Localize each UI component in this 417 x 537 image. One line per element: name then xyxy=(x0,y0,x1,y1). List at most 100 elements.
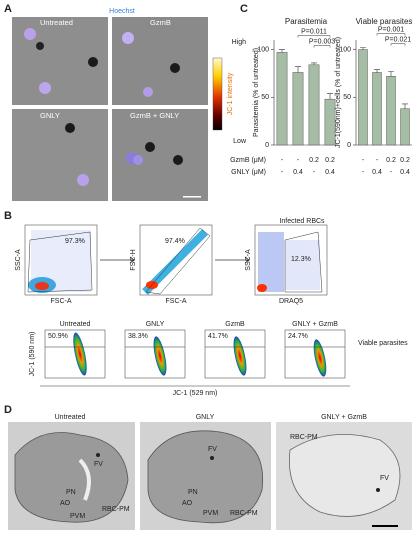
bar xyxy=(386,76,396,146)
em-label: FV xyxy=(94,461,103,468)
em-label: PVM xyxy=(203,510,218,517)
plot-title: GNLY xyxy=(146,321,165,328)
panel-label: D xyxy=(4,404,12,416)
row-entry: 0.4 xyxy=(400,169,410,176)
chart-title: Parasitemia xyxy=(285,17,328,26)
gate-percent: 97.4% xyxy=(165,238,185,245)
panel-label: A xyxy=(4,3,12,15)
bar xyxy=(324,98,336,146)
axis-label: JC-1 (529 nm) xyxy=(173,390,218,397)
note: Viable parasites xyxy=(358,340,408,347)
bar xyxy=(292,72,304,146)
image-label: GzmB + GNLY xyxy=(130,111,179,120)
micrographs xyxy=(12,17,208,201)
image-label: GzmB xyxy=(150,18,171,27)
em-label: PVM xyxy=(70,513,85,520)
em-label: RBC-PM xyxy=(290,434,318,441)
gate-percent: 38.3% xyxy=(128,333,148,340)
jc1-plots xyxy=(44,329,346,379)
row-entry: 0.4 xyxy=(325,169,335,176)
error-bar xyxy=(388,71,394,77)
em-label: AO xyxy=(60,500,71,507)
gate-percent: 12.3% xyxy=(291,256,311,263)
row-entry: 0.2 xyxy=(309,157,319,164)
image-title: Untreated xyxy=(55,414,86,421)
colorbar xyxy=(212,57,223,131)
axis-label: FSC-A xyxy=(166,298,187,305)
stain-label: Hoechst xyxy=(109,8,135,15)
axis-label: FSC-H xyxy=(130,249,137,270)
axis-label: SSC-A xyxy=(15,249,22,271)
bar xyxy=(308,64,320,146)
scale-label: Low xyxy=(233,138,247,145)
bar xyxy=(372,72,382,146)
axis-label: DRAQ5 xyxy=(279,298,303,305)
em-label: RBC-PM xyxy=(102,506,130,513)
chart-title: Viable parasites xyxy=(356,17,413,26)
panel-label: C xyxy=(240,3,248,15)
image-title: GNLY xyxy=(196,414,215,421)
image-title: GNLY + GzmB xyxy=(321,414,367,421)
bar xyxy=(400,108,410,146)
row-entry: - xyxy=(297,157,300,164)
axis-label: FSC-A xyxy=(51,298,72,305)
row-label: GzmB (μM) xyxy=(230,157,266,164)
y-tick-label: 100 xyxy=(339,46,351,53)
image-label: Untreated xyxy=(40,18,73,27)
em-label: RBC-PM xyxy=(230,510,258,517)
em-label: AO xyxy=(182,500,193,507)
axis-label: SSC-A xyxy=(245,249,252,271)
row-entry: 0.2 xyxy=(325,157,335,164)
error-bar xyxy=(311,62,317,65)
p-value: P=0.021 xyxy=(385,36,411,43)
p-value: P=0.011 xyxy=(301,28,327,35)
significance-bracket xyxy=(313,45,331,48)
gate-percent: 97.3% xyxy=(65,238,85,245)
gate-title: Infected RBCs xyxy=(279,218,325,225)
significance-bracket xyxy=(376,33,406,36)
image-label: GNLY xyxy=(40,111,60,120)
error-bar xyxy=(279,49,285,53)
bar xyxy=(358,49,368,146)
row-entry: - xyxy=(281,169,284,176)
y-tick-label: 100 xyxy=(257,46,269,53)
plot-title: Untreated xyxy=(60,321,91,328)
error-bar xyxy=(295,66,301,73)
row-entry: - xyxy=(390,169,393,176)
gate-percent: 24.7% xyxy=(288,333,308,340)
y-tick-label: 50 xyxy=(343,94,351,101)
row-entry: 0.2 xyxy=(400,157,410,164)
y-axis-title: JC-1(590nm)+cells (% of untreated) xyxy=(335,37,342,148)
row-entry: 0.4 xyxy=(372,169,382,176)
significance-bracket xyxy=(297,35,331,38)
significance-bracket xyxy=(390,43,406,46)
p-value: P=0.003 xyxy=(309,38,335,45)
em-images xyxy=(8,422,412,530)
row-entry: 0.4 xyxy=(293,169,303,176)
p-value: P=0.001 xyxy=(378,26,404,33)
scale-label: High xyxy=(232,39,247,46)
gate-percent: 50.9% xyxy=(48,333,68,340)
y-tick-label: 0 xyxy=(347,142,351,149)
y-tick-label: 50 xyxy=(261,94,269,101)
row-entry: 0.2 xyxy=(386,157,396,164)
bar xyxy=(276,52,288,146)
plot-title: GNLY + GzmB xyxy=(292,321,338,328)
em-label: PN xyxy=(188,489,198,496)
em-label: FV xyxy=(208,446,217,453)
y-axis-title: Parasitemia (% of untreated) xyxy=(253,48,260,137)
gate-percent: 41.7% xyxy=(208,333,228,340)
em-label: PN xyxy=(66,489,76,496)
panel-label: B xyxy=(4,210,12,222)
flow-plots xyxy=(24,224,328,296)
axis-label: JC-1 (590 nm) xyxy=(29,332,36,377)
row-entry: - xyxy=(313,169,316,176)
error-bar xyxy=(360,47,366,50)
row-entry: - xyxy=(281,157,284,164)
row-label: GNLY (μM) xyxy=(231,169,266,176)
error-bar xyxy=(374,69,380,73)
row-entry: - xyxy=(362,169,365,176)
colorbar-title: JC-1 intensity xyxy=(227,72,234,115)
error-bar xyxy=(327,93,333,100)
